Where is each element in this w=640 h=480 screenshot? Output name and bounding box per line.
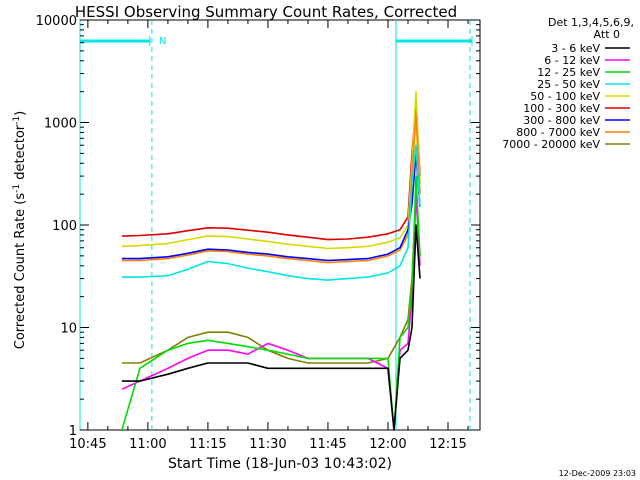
- legend-entry-label: 12 - 25 keV: [537, 66, 600, 79]
- y-tick-label: 10000: [36, 14, 77, 29]
- y-axis-label-mid: detector: [13, 124, 28, 184]
- series-line: [121, 175, 421, 431]
- legend-header-line2: Att 0: [594, 28, 620, 41]
- y-axis-label-sup2: -1: [12, 116, 22, 125]
- chart-title: HESSI Observing Summary Count Rates, Cor…: [75, 3, 457, 21]
- y-tick-label: 10: [60, 322, 77, 337]
- x-tick-label: 11:00: [129, 437, 166, 452]
- y-axis-label-sup1: -1: [12, 184, 22, 193]
- y-axis-label-end: ): [13, 111, 28, 116]
- series-line: [121, 152, 421, 262]
- legend-entry-label: 300 - 800 keV: [523, 114, 600, 127]
- series-line: [121, 144, 421, 281]
- legend-entry-label: 3 - 6 keV: [551, 42, 600, 55]
- x-tick-label: 11:45: [309, 437, 346, 452]
- legend-entry-label: 800 - 7000 keV: [516, 126, 600, 139]
- y-tick-label: 1: [69, 424, 77, 439]
- series-line: [121, 224, 421, 431]
- legend-entry-label: 7000 - 20000 keV: [502, 138, 600, 151]
- y-tick-label: 1000: [44, 117, 77, 132]
- axis-layer: 10:45 11:00 11:15 11:30 11:45 12:00 12:15 1 10 10…: [36, 14, 480, 452]
- night-label: N: [159, 36, 166, 47]
- y-axis-label-main: Corrected Count Rate (s: [13, 193, 28, 350]
- series-line: [121, 113, 421, 264]
- x-tick-label: 11:30: [249, 437, 286, 452]
- x-tick-label: 12:15: [429, 437, 466, 452]
- series-layer: [121, 90, 421, 431]
- legend-header-line1: Det 1,3,4,5,6,9,: [548, 16, 634, 29]
- series-line: [121, 103, 421, 241]
- series-line: [121, 193, 421, 431]
- x-tick-label: 10:45: [69, 437, 106, 452]
- legend-entry-label: 6 - 12 keV: [544, 54, 600, 67]
- x-tick-label: 11:15: [189, 437, 226, 452]
- y-axis-label: Corrected Count Rate (s-1 detector-1): [12, 111, 28, 349]
- x-axis-label: Start Time (18-Jun-03 10:43:02): [168, 456, 392, 472]
- x-tick-label: 12:00: [369, 437, 406, 452]
- legend-entry-label: 100 - 300 keV: [523, 102, 600, 115]
- series-line: [121, 193, 421, 364]
- footer-date: 12-Dec-2009 23:03: [559, 469, 636, 478]
- plot-area: N 10:45 11:00 11:15 11:30 11:45 12:00 12:15110…: [36, 14, 481, 452]
- series-line: [121, 90, 421, 250]
- legend-entry-label: 50 - 100 keV: [530, 90, 600, 103]
- y-tick-label: 100: [52, 219, 77, 234]
- legend-entry-label: 25 - 50 keV: [537, 78, 600, 91]
